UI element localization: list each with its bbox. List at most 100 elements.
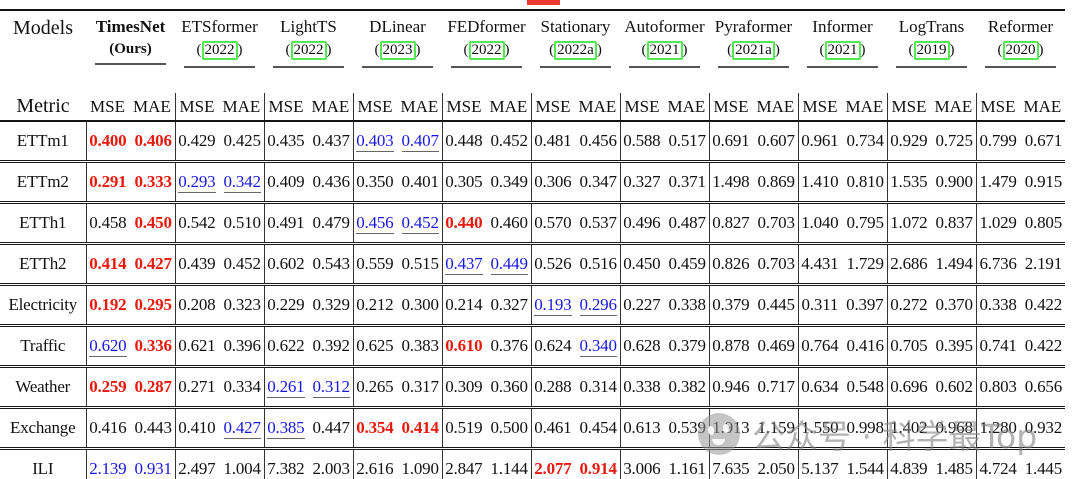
table-row: Traffic 0.620 0.336 0.621 0.396 0.622 0.392 0.6… [0,325,1065,367]
value: 0.543 [312,254,350,273]
best-value: 0.291 [89,172,127,191]
value: 0.317 [401,377,439,396]
value: 1.029 [979,213,1017,232]
data-cell: 0.519 0.500 [441,407,531,449]
value: 0.401 [401,172,439,191]
value: 0.396 [223,336,261,355]
red-citation-box-fragment [527,0,560,5]
best-value: 0.287 [134,377,172,396]
value: 0.300 [401,295,439,314]
value: 0.810 [846,172,884,191]
value: 0.327 [623,172,661,191]
citation-year-link[interactable]: 2022 [290,40,327,61]
citation-year-link[interactable]: 2021 [824,40,861,61]
row-label-etth1: ETTh1 [19,213,67,232]
best-value: 0.295 [134,295,172,314]
citation-year-link[interactable]: 2023 [379,40,416,61]
data-cell: 0.461 0.454 [530,407,620,449]
data-cell: 0.435 0.437 [263,121,353,162]
value: 1.494 [935,254,973,273]
value: 0.439 [178,254,216,273]
data-cell: 0.439 0.452 [174,243,264,285]
value: 0.208 [178,295,216,314]
value: 0.696 [890,377,928,396]
value: 1.550 [801,418,839,437]
value: 4.431 [801,254,839,273]
results-table: Models TimesNet (Ours) ETSformer(2022) Ligh… [0,9,1065,479]
model-citation: (2022) [442,40,531,61]
value: 4.839 [890,459,928,478]
data-cell: 0.613 0.539 [619,407,709,449]
value: 0.329 [312,295,350,314]
value: 0.338 [979,295,1017,314]
value: 0.214 [445,295,483,314]
value: 0.537 [579,213,617,232]
model-header-stationary: Stationary (2022a) [531,10,620,93]
data-cell: 4.431 1.729 [797,243,887,285]
metric-cell: MSE MAE [797,93,887,121]
second-best-value: 0.293 [178,171,216,193]
value: 0.314 [579,377,617,396]
value: 0.602 [267,254,305,273]
data-cell: 5.137 1.544 [797,448,887,479]
column-rule [984,66,1057,68]
value: 0.416 [846,336,884,355]
value: 0.397 [846,295,884,314]
citation-year-link[interactable]: 2022a [554,40,597,61]
data-cell: 0.409 0.436 [263,161,353,203]
value: 0.360 [490,377,528,396]
value: 0.805 [1024,213,1063,232]
value: 0.481 [534,131,572,150]
value: 3.006 [623,459,661,478]
data-cell: 0.570 0.537 [530,202,620,244]
citation-year-link[interactable]: 2020 [1002,40,1039,61]
value: 0.929 [890,131,928,150]
table-row: Electricity 0.192 0.295 0.208 0.323 0.229 0.32… [0,284,1065,326]
row-label-ettm2: ETTm2 [16,172,69,191]
column-rule [450,66,523,68]
second-best-value: 0.261 [267,376,305,398]
citation-year-link[interactable]: 2022 [201,40,238,61]
data-cell: 0.559 0.515 [352,243,442,285]
value: 0.519 [445,418,483,437]
value: 1.040 [801,213,839,232]
value: 0.422 [1024,336,1063,355]
second-best-value: 0.312 [312,376,350,398]
value: 0.602 [935,377,973,396]
value: 0.443 [134,418,172,437]
second-best-value: 0.437 [445,253,483,275]
second-best-value: 0.193 [534,294,572,316]
metric-cell: MSE MAE [263,93,353,121]
data-cell: 0.327 0.371 [619,161,709,203]
value: 0.425 [223,131,261,150]
value: 1.161 [668,459,706,478]
watermark-logo-icon [698,413,740,455]
metric-cell: MSE MAE [441,93,531,121]
model-name: ETSformer [181,17,258,36]
model-citation: (2022) [175,40,264,61]
value: 0.588 [623,131,661,150]
data-cell: 0.403 0.407 [352,121,442,162]
value: 2.003 [312,459,350,478]
value: 0.515 [401,254,439,273]
value: 0.323 [223,295,261,314]
second-best-value: 0.407 [401,130,439,152]
value: 0.510 [223,213,261,232]
citation-year-link[interactable]: 2021 [646,40,683,61]
data-cell: 0.622 0.392 [263,325,353,367]
data-cell: 2.139 0.931 [85,448,175,479]
model-name: FEDformer [447,17,526,36]
value: 0.306 [534,172,572,191]
best-value: 0.414 [89,254,127,273]
citation-year-link[interactable]: 2019 [913,40,950,61]
second-best-value: 0.403 [356,130,394,152]
best-value: 0.333 [134,172,172,191]
data-cell: 0.448 0.452 [441,121,531,162]
value: 1.535 [890,172,928,191]
value: 2.847 [445,459,483,478]
citation-year-link[interactable]: 2022 [468,40,505,61]
metric-cell: MSE MAE [886,93,976,121]
value: 1.729 [846,254,884,273]
citation-year-link[interactable]: 2021a [732,40,775,61]
value: 4.724 [979,459,1017,478]
